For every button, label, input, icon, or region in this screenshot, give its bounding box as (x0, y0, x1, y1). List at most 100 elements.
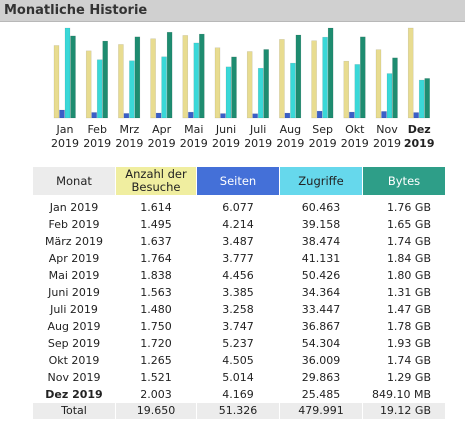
bar-hits-juni (225, 66, 232, 119)
bar-hits-jan (64, 27, 71, 119)
bar-visits-aug (279, 39, 285, 119)
cell-visits: 1.750 (140, 320, 172, 333)
bar-bytes-dez (424, 78, 430, 119)
bar-pages-jan (59, 109, 65, 119)
cell-visits: 1.265 (140, 354, 172, 367)
bar-pages-sep (316, 110, 323, 119)
cell-hits: 33.447 (301, 303, 341, 316)
cell-pages: 4.169 (222, 388, 254, 401)
x-label-year: 2019 (51, 137, 79, 150)
table-row: Nov 2019 1.521 5.014 29.863 1.29 GB (33, 369, 445, 386)
cell-visits: 1.720 (140, 337, 172, 350)
cell-bytes: 1.74 GB (386, 354, 431, 367)
cell-hits: 36.009 (301, 354, 341, 367)
cell-visits: 1.637 (140, 235, 172, 248)
bar-hits-apr (161, 56, 167, 119)
bar-bytes-mai (199, 33, 205, 119)
bar-hits-feb (96, 59, 103, 119)
bar-bytes-juli (263, 49, 269, 119)
header-pages: Seiten (197, 167, 279, 195)
table-row: Dez 2019 2.003 4.169 25.485 849.10 MB (33, 386, 445, 403)
x-label-year: 2019 (341, 137, 369, 150)
cell-month: Dez 2019 (45, 388, 103, 401)
cell-month: Jan 2019 (49, 201, 99, 214)
cell-visits: 1.764 (140, 252, 172, 265)
x-label-year: 2019 (212, 137, 240, 150)
cell-month: Aug 2019 (47, 320, 101, 333)
table-row: Sep 2019 1.720 5.237 54.304 1.93 GB (33, 335, 445, 352)
cell-month: Juni 2019 (48, 286, 100, 299)
cell-visits: 1.521 (140, 371, 172, 384)
bar-hits-sep (322, 36, 328, 119)
cell-bytes: 1.93 GB (386, 337, 431, 350)
bar-hits-juli (257, 67, 264, 119)
section-title-bar: Monatliche Historie (0, 0, 465, 22)
bar-hits-nov (386, 73, 393, 119)
table-row: Juli 2019 1.480 3.258 33.447 1.47 GB (33, 301, 445, 318)
header-bytes: Bytes (363, 167, 445, 195)
x-label-month: Dez (408, 123, 431, 136)
cell-bytes: 1.84 GB (386, 252, 431, 265)
cell-pages: 3.747 (222, 320, 254, 333)
header-hits: Zugriffe (280, 167, 362, 195)
bar-pages-feb (91, 112, 97, 119)
table-total-row: Total 19.650 51.326 479.991 19.12 GB (33, 403, 445, 419)
bar-pages-mai (188, 111, 194, 119)
cell-visits: 1.495 (140, 218, 172, 231)
cell-hits: 54.304 (301, 337, 341, 350)
bar-pages-aug (284, 112, 291, 119)
table-row: Apr 2019 1.764 3.777 41.131 1.84 GB (33, 250, 445, 267)
x-label-year: 2019 (83, 137, 111, 150)
cell-pages: 5.014 (222, 371, 254, 384)
x-label-month: Apr (152, 123, 172, 136)
bar-bytes-aug (295, 34, 302, 119)
cell-bytes: 1.78 GB (386, 320, 431, 333)
bar-bytes-nov (392, 57, 398, 119)
cell-bytes: 1.29 GB (386, 371, 431, 384)
table-row: März 2019 1.637 3.487 38.474 1.74 GB (33, 233, 445, 250)
bar-visits-dez (407, 27, 414, 119)
cell-month: März 2019 (44, 235, 104, 248)
bar-visits-mai (182, 35, 189, 119)
x-label-year: 2019 (115, 137, 143, 150)
bar-hits-okt (354, 64, 361, 119)
table-row: Mai 2019 1.838 4.456 50.426 1.80 GB (33, 267, 445, 284)
x-label-month: Juni (215, 123, 236, 136)
table-row: Okt 2019 1.265 4.505 36.009 1.74 GB (33, 352, 445, 369)
x-label-month: Jan (56, 123, 74, 136)
cell-hits: 29.863 (301, 371, 341, 384)
cell-bytes: 1.76 GB (386, 201, 431, 214)
cell-pages: 4.456 (222, 269, 254, 282)
cell-hits: 25.485 (301, 388, 341, 401)
cell-pages: 3.385 (222, 286, 254, 299)
x-label-year: 2019 (180, 137, 208, 150)
cell-month: Okt 2019 (48, 354, 100, 367)
cell-pages: 3.258 (222, 303, 254, 316)
cell-month: Nov 2019 (47, 371, 101, 384)
bar-pages-dez (413, 112, 419, 119)
x-label-year: 2019 (148, 137, 176, 150)
section-title: Monatliche Historie (4, 3, 148, 18)
table-row: Aug 2019 1.750 3.747 36.867 1.78 GB (33, 318, 445, 335)
cell-visits: 1.614 (140, 201, 172, 214)
x-label-month: Feb (87, 123, 106, 136)
cell-pages: 3.777 (222, 252, 254, 265)
total-pages: 51.326 (197, 403, 279, 419)
bar-visits-okt (343, 60, 350, 119)
bar-pages-juni (220, 113, 226, 119)
bar-bytes-sep (327, 27, 334, 119)
header-visits: Anzahl der Besuche (116, 167, 196, 195)
bar-hits-dez (418, 79, 425, 119)
x-label-year: 2019 (244, 137, 272, 150)
cell-visits: 1.480 (140, 303, 172, 316)
bar-bytes-jan (70, 35, 76, 119)
bar-pages-mrz (123, 113, 130, 119)
cell-visits: 1.563 (140, 286, 172, 299)
bar-bytes-juni (231, 56, 237, 119)
cell-hits: 41.131 (301, 252, 341, 265)
x-label-month: Nov (376, 123, 398, 136)
bar-bytes-feb (102, 40, 108, 119)
bar-hits-mrz (129, 60, 135, 119)
bar-bytes-apr (166, 31, 173, 119)
x-label-year: 2019 (373, 137, 401, 150)
